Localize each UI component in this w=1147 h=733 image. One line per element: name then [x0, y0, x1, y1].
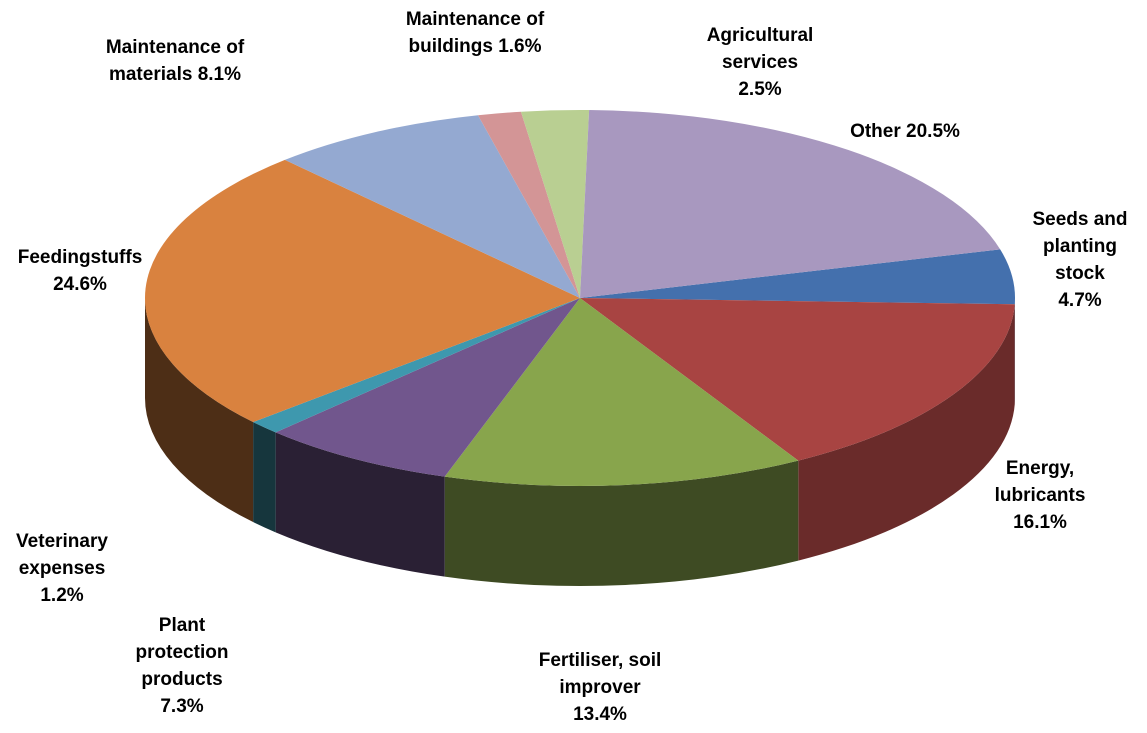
slice-label: Veterinary expenses 1.2%: [0, 528, 127, 609]
slice-side: [145, 298, 254, 523]
value-label: 7.3%: [160, 696, 204, 717]
slice-side: [444, 460, 799, 586]
category-name: Veterinary expenses: [16, 531, 108, 579]
slice-side: [253, 422, 276, 533]
value-label: 4.7%: [1058, 290, 1102, 311]
slice: [444, 298, 799, 486]
category-name: Agricultural services: [706, 25, 814, 73]
value-label: 24.6%: [53, 274, 107, 295]
slice: [275, 298, 580, 477]
slice: [580, 298, 1015, 461]
slice-label: Energy, lubricants 16.1%: [980, 455, 1100, 536]
slice-label: Maintenance of materials 8.1%: [75, 34, 275, 88]
value-label: 2.5%: [738, 79, 782, 100]
value-label: 13.4%: [573, 704, 627, 725]
slice: [284, 115, 580, 299]
category-name: Fertiliser, soil improver: [538, 650, 662, 698]
value-label: 20.5%: [906, 121, 960, 142]
slice: [580, 249, 1015, 305]
slice: [145, 159, 581, 423]
value-label: 1.2%: [40, 585, 84, 606]
category-name: Maintenance of buildings: [405, 9, 545, 57]
slice: [580, 110, 1001, 298]
slice: [253, 298, 580, 433]
value-label: 1.6%: [498, 36, 542, 57]
slice-label: Feedingstuffs 24.6%: [5, 244, 155, 298]
slice-label: Fertiliser, soil improver 13.4%: [510, 647, 690, 728]
slice: [478, 111, 580, 298]
slice-label: Agricultural services 2.5%: [695, 22, 825, 103]
category-name: Seeds and planting stock: [1032, 209, 1128, 284]
category-name: Maintenance of materials: [105, 37, 245, 85]
slice-label: Plant protection products 7.3%: [122, 612, 242, 720]
value-label: 16.1%: [1013, 512, 1067, 533]
category-name: Plant protection products: [135, 615, 229, 690]
category-name: Other: [850, 121, 901, 142]
slice-side: [798, 304, 1015, 561]
slice-side: [275, 432, 445, 577]
slice-label: Other 20.5%: [795, 118, 1015, 145]
category-name: Feedingstuffs: [17, 247, 143, 268]
category-name: Energy, lubricants: [994, 458, 1086, 506]
slice: [520, 110, 590, 298]
slice-label: Maintenance of buildings 1.6%: [380, 6, 570, 60]
slice-label: Seeds and planting stock 4.7%: [1025, 206, 1135, 314]
value-label: 8.1%: [197, 64, 242, 85]
